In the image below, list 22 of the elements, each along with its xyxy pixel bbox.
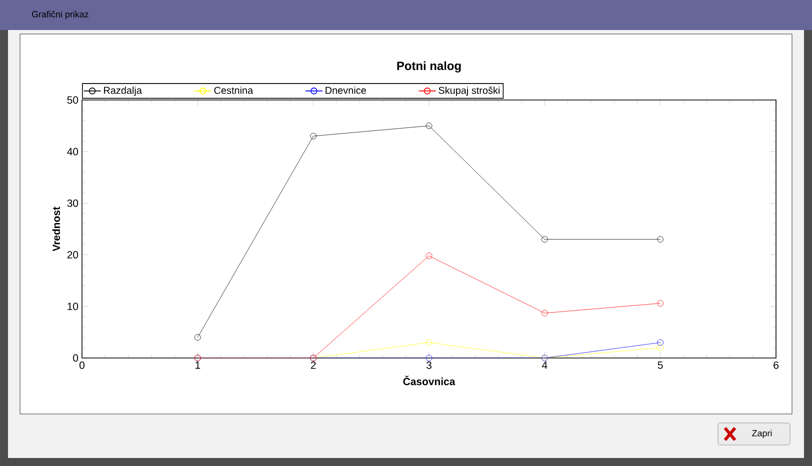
- text: Zapri: [752, 430, 772, 438]
- legend-label: Dnevnice: [326, 86, 366, 94]
- text: Grafični prikaz: [32, 10, 88, 20]
- y-tick-label: 20: [67, 251, 78, 258]
- x-tick-label: 5: [658, 362, 663, 369]
- x-tick-label: 0: [80, 362, 85, 369]
- x-tick-label: 1: [196, 362, 200, 369]
- y-tick-label: 40: [67, 148, 78, 156]
- x-tick-label: 3: [426, 362, 432, 369]
- legend-label: Razdalja: [104, 86, 142, 96]
- legend-label: Skupaj stroški: [438, 86, 500, 96]
- y-tick-label: 30: [67, 199, 78, 207]
- x-tick-label: 4: [542, 362, 548, 369]
- y-tick-label: 10: [68, 302, 78, 310]
- x-axis-title: Časovnica: [403, 376, 456, 386]
- legend-label: Cestnina: [214, 86, 254, 94]
- y-tick-label: 50: [67, 96, 78, 104]
- y-tick-label: 0: [73, 354, 78, 362]
- x-tick-label: 6: [774, 362, 778, 369]
- y-axis-title: Vrednost: [52, 206, 60, 252]
- x-tick-label: 2: [310, 362, 316, 369]
- chart-title: Potni nalog: [397, 61, 461, 72]
